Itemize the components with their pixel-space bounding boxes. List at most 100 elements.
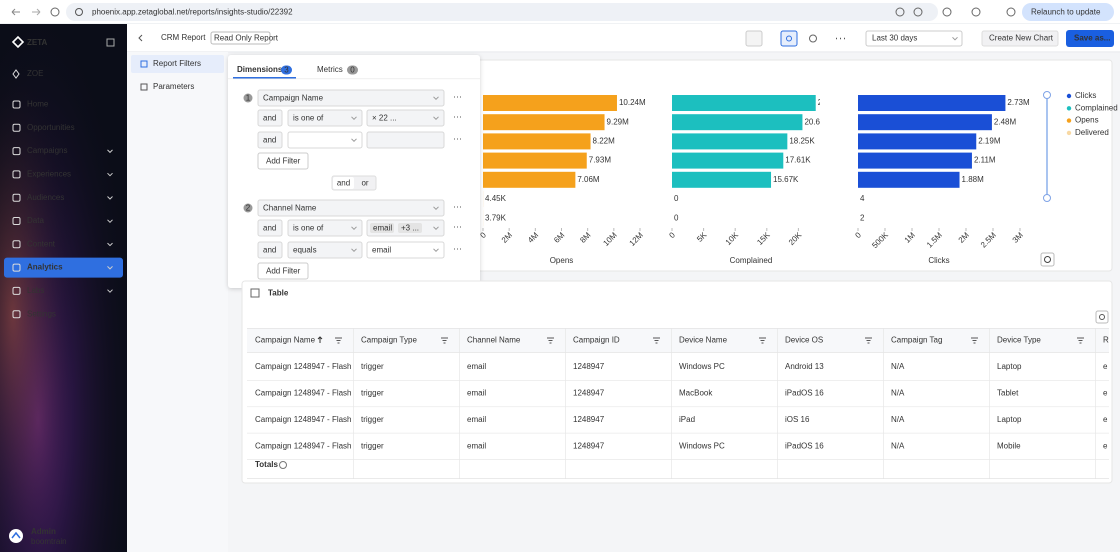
add-filter-button[interactable] xyxy=(257,262,309,280)
table-cell: Android 13 xyxy=(785,362,824,371)
address-bar[interactable] xyxy=(66,3,938,21)
value-label: 15.67K xyxy=(773,175,799,184)
date-dropdown[interactable] xyxy=(865,30,963,47)
value-chip-text: +3 ... xyxy=(401,224,419,233)
value-label: 0 xyxy=(674,194,679,203)
column-header[interactable]: R xyxy=(1103,336,1109,345)
chevron xyxy=(433,206,439,211)
table-cell: trigger xyxy=(361,362,384,371)
table-title: Table xyxy=(268,289,289,298)
legend-label[interactable]: Opens xyxy=(1075,116,1099,125)
row-line xyxy=(247,352,1109,353)
browser-icon[interactable] xyxy=(971,7,981,17)
avatar-mark xyxy=(11,531,21,539)
bar xyxy=(483,152,587,169)
filter-icon xyxy=(653,337,660,344)
chevron xyxy=(351,248,357,253)
logic-option[interactable]: or xyxy=(361,179,368,188)
nav-item[interactable]: Settings xyxy=(27,309,56,318)
slider-handle[interactable] xyxy=(1043,91,1051,99)
table-icon xyxy=(250,288,260,298)
value-select-text: email xyxy=(372,246,391,255)
table-settings[interactable] xyxy=(1095,310,1109,324)
column-header[interactable]: Campaign ID xyxy=(573,336,620,345)
nav-item[interactable]: Content xyxy=(27,239,56,248)
field-dropdown[interactable] xyxy=(257,89,445,107)
column-header[interactable]: Campaign Name xyxy=(255,336,316,345)
nav-item[interactable]: Analytics xyxy=(27,263,63,272)
tool-icon[interactable] xyxy=(809,34,817,43)
count-badge xyxy=(347,65,358,75)
slider-handle[interactable] xyxy=(1043,194,1051,202)
nav-item[interactable]: Opportunities xyxy=(27,123,75,132)
conjunction[interactable] xyxy=(257,131,283,149)
conjunction[interactable] xyxy=(257,219,283,237)
value-select[interactable] xyxy=(366,241,445,259)
column-header[interactable]: Campaign Tag xyxy=(891,336,942,345)
add-filter-button[interactable] xyxy=(257,152,309,170)
legend-label[interactable]: Complained xyxy=(1075,103,1118,112)
table-cell: Campaign 1248947 - Flash Sal xyxy=(255,441,366,450)
collapse-icon[interactable] xyxy=(106,38,115,47)
panel-item[interactable]: Report Filters xyxy=(153,59,201,68)
legend-label[interactable]: Delivered xyxy=(1075,128,1109,137)
filter-tab[interactable]: Dimensions xyxy=(237,65,283,74)
logic-option[interactable]: and xyxy=(337,179,350,188)
column-header[interactable]: Channel Name xyxy=(467,336,521,345)
view-button[interactable] xyxy=(780,30,798,47)
table-cell: e xyxy=(1103,362,1108,371)
nav-icon xyxy=(12,217,21,225)
column-header[interactable]: Campaign Type xyxy=(361,336,417,345)
user-name[interactable]: Admin xyxy=(31,527,56,536)
conjunction-text: and xyxy=(263,136,276,145)
conjunction[interactable] xyxy=(257,109,283,127)
read-only-badge xyxy=(210,31,271,45)
nav-item[interactable]: Experiences xyxy=(27,170,71,179)
relaunch-button[interactable] xyxy=(1022,3,1114,21)
operator-dropdown[interactable] xyxy=(287,131,363,149)
row-line xyxy=(247,380,1109,381)
panel-active xyxy=(131,55,224,73)
table-cell: trigger xyxy=(361,415,384,424)
sidebar-glow xyxy=(0,24,127,552)
date-text: Last 30 days xyxy=(872,34,917,43)
tool-button[interactable] xyxy=(745,30,763,47)
filter-tab[interactable]: Metrics xyxy=(317,65,343,74)
operator-dropdown[interactable] xyxy=(287,241,363,259)
browser-icon[interactable] xyxy=(895,7,905,17)
operator-dropdown[interactable] xyxy=(287,109,363,127)
add-filter-text: Add Filter xyxy=(266,157,301,166)
refresh-button[interactable] xyxy=(1040,252,1055,267)
conjunction[interactable] xyxy=(257,241,283,259)
browser-icon[interactable] xyxy=(942,7,952,17)
legend-marker xyxy=(1066,118,1072,123)
column-header[interactable]: Device Name xyxy=(679,336,728,345)
legend-label[interactable]: Clicks xyxy=(1075,91,1096,100)
save-button[interactable] xyxy=(1066,30,1114,47)
create-chart-button[interactable] xyxy=(981,30,1059,47)
browser-icon[interactable] xyxy=(913,7,923,17)
nav-item[interactable]: Home xyxy=(27,100,49,109)
nav-item[interactable]: Campaigns xyxy=(27,146,67,155)
table-cell: Mobile xyxy=(997,441,1021,450)
zoe-label[interactable]: ZOE xyxy=(27,69,43,78)
table-cell: Campaign 1248947 - Flash Sal xyxy=(255,415,366,424)
panel-item[interactable]: Parameters xyxy=(153,82,194,91)
nav-item[interactable]: Data xyxy=(27,216,44,225)
legend-marker xyxy=(1066,93,1072,99)
value-select[interactable] xyxy=(366,109,445,127)
bar xyxy=(672,95,816,111)
column-header[interactable]: Device Type xyxy=(997,336,1041,345)
table-header xyxy=(247,328,1109,352)
group-number: 1 xyxy=(246,94,251,103)
bar-chart: 0 500K 1M 1.5M 2M 2.5M 3M2.73M2.48M2.19M2.11M1… xyxy=(853,95,1030,250)
field-dropdown[interactable] xyxy=(257,199,445,217)
value-select[interactable] xyxy=(366,131,445,149)
nav-item[interactable]: Labs xyxy=(27,286,44,295)
column-header[interactable]: Device OS xyxy=(785,336,823,345)
gear-icon xyxy=(1099,314,1105,320)
browser-icon[interactable] xyxy=(1006,7,1016,17)
nav-item[interactable]: Audiences xyxy=(27,193,64,202)
operator-dropdown[interactable] xyxy=(287,219,363,237)
table-cell: email xyxy=(467,415,486,424)
